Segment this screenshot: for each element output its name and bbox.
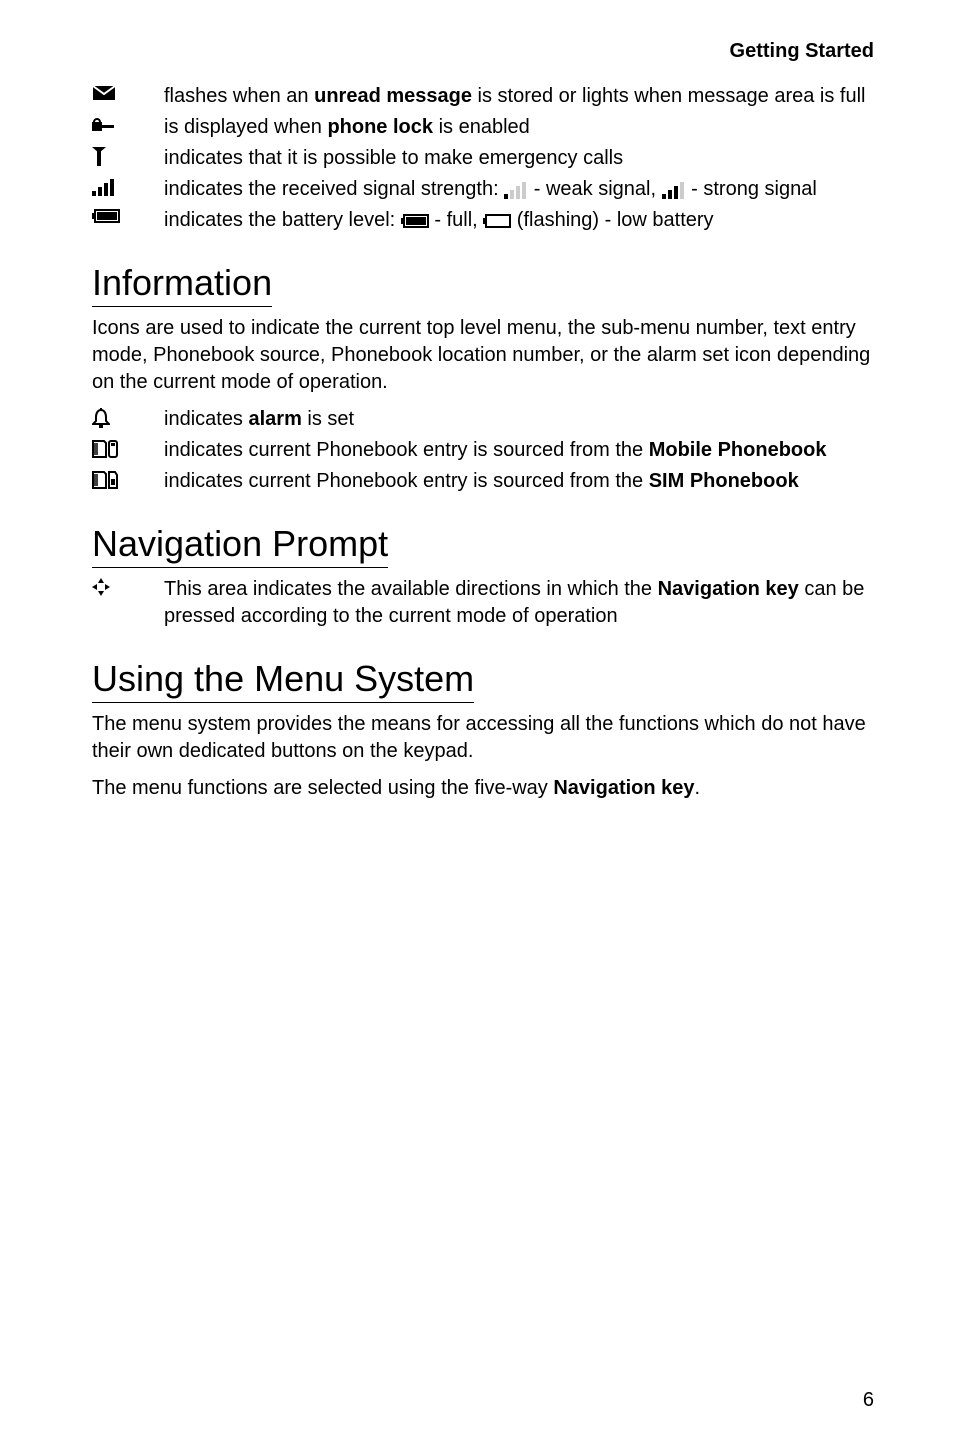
txt: (flashing) - low battery [511, 209, 713, 231]
txt: The menu functions are selected using th… [92, 777, 553, 799]
nav-prompt-row: This area indicates the available direct… [92, 576, 874, 630]
lock-icon [92, 114, 164, 132]
signal-strong-icon [92, 176, 164, 196]
txt: . [695, 777, 701, 799]
txt: indicates the received signal strength: [164, 178, 504, 200]
battery-icon [92, 207, 164, 223]
txt-bold: unread message [314, 85, 472, 107]
txt: indicates the battery level: [164, 209, 401, 231]
txt-bold: Navigation key [553, 777, 694, 799]
alarm-icon [92, 406, 164, 428]
txt-bold: Navigation key [658, 578, 799, 600]
info-row-sim-pb: indicates current Phonebook entry is sou… [92, 468, 874, 495]
txt: - full, [429, 209, 483, 231]
txt: - strong signal [686, 178, 817, 200]
antenna-icon [92, 145, 164, 167]
status-battery-text: indicates the battery level: - full, (fl… [164, 207, 874, 234]
txt: indicates current Phonebook entry is sou… [164, 470, 649, 492]
signal-med-icon [662, 181, 686, 199]
txt-bold: phone lock [327, 116, 433, 138]
nav-key-icon [92, 576, 164, 596]
info-sim-pb-text: indicates current Phonebook entry is sou… [164, 468, 874, 495]
txt-bold: alarm [249, 408, 302, 430]
txt: indicates [164, 408, 249, 430]
mobile-phonebook-icon [92, 437, 164, 459]
status-row-battery: indicates the battery level: - full, (fl… [92, 207, 874, 234]
sim-phonebook-icon [92, 468, 164, 490]
battery-full-icon [401, 214, 429, 228]
status-signal-text: indicates the received signal strength: … [164, 176, 874, 203]
menu-system-para2: The menu functions are selected using th… [92, 775, 874, 802]
info-row-alarm: indicates alarm is set [92, 406, 874, 433]
txt: indicates that it is possible to make em… [164, 147, 623, 169]
txt: is stored or lights when message area is… [472, 85, 866, 107]
heading-menu-system: Using the Menu System [92, 658, 474, 703]
txt: flashes when an [164, 85, 314, 107]
txt-bold: SIM Phonebook [649, 470, 799, 492]
txt: This area indicates the available direct… [164, 578, 658, 600]
status-lock-text: is displayed when phone lock is enabled [164, 114, 874, 141]
txt: indicates current Phonebook entry is sou… [164, 439, 649, 461]
status-antenna-text: indicates that it is possible to make em… [164, 145, 874, 172]
envelope-icon [92, 83, 164, 101]
information-intro: Icons are used to indicate the current t… [92, 315, 874, 396]
txt: is displayed when [164, 116, 327, 138]
battery-empty-icon [483, 214, 511, 228]
signal-weak-icon [504, 181, 528, 199]
info-alarm-text: indicates alarm is set [164, 406, 874, 433]
status-row-signal: indicates the received signal strength: … [92, 176, 874, 203]
heading-information: Information [92, 262, 272, 307]
status-row-antenna: indicates that it is possible to make em… [92, 145, 874, 172]
txt: is set [302, 408, 354, 430]
status-message-text: flashes when an unread message is stored… [164, 83, 874, 110]
txt: - weak signal, [528, 178, 661, 200]
menu-system-para1: The menu system provides the means for a… [92, 711, 874, 765]
nav-prompt-text: This area indicates the available direct… [164, 576, 874, 630]
heading-nav-prompt: Navigation Prompt [92, 523, 388, 568]
txt-bold: Mobile Phonebook [649, 439, 827, 461]
info-mobile-pb-text: indicates current Phonebook entry is sou… [164, 437, 874, 464]
status-row-lock: is displayed when phone lock is enabled [92, 114, 874, 141]
page-header: Getting Started [92, 40, 874, 63]
info-row-mobile-pb: indicates current Phonebook entry is sou… [92, 437, 874, 464]
status-row-message: flashes when an unread message is stored… [92, 83, 874, 110]
txt: is enabled [433, 116, 530, 138]
page-number: 6 [863, 1389, 874, 1412]
